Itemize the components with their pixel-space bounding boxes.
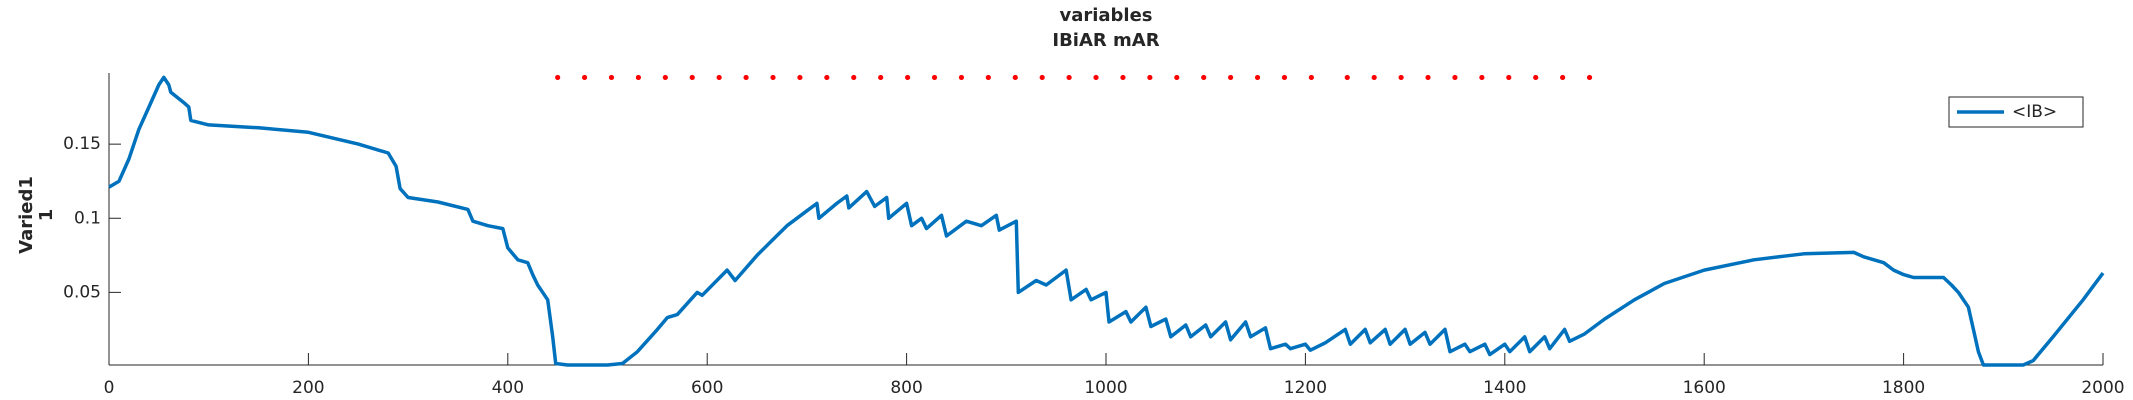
legend-label: <IB>	[2012, 102, 2057, 122]
x-tick-label: 1600	[1683, 378, 1726, 398]
marker	[1506, 74, 1512, 81]
marker	[770, 74, 776, 81]
y-tick-label: 0.05	[63, 282, 101, 302]
marker	[1254, 74, 1261, 81]
marker	[743, 74, 749, 81]
chart-title: IBiAR mAR	[1052, 30, 1159, 51]
x-tick-label: 1800	[1882, 378, 1925, 398]
marker	[1371, 74, 1377, 81]
x-tick-label: 800	[890, 378, 922, 398]
marker	[985, 74, 991, 81]
marker	[1012, 74, 1018, 81]
marker	[662, 74, 668, 81]
marker	[904, 74, 911, 81]
y-tick-label: 0.15	[63, 134, 101, 154]
marker	[1066, 74, 1072, 81]
marker	[1533, 74, 1539, 81]
marker	[1308, 74, 1314, 81]
marker	[1479, 74, 1485, 81]
marker	[1452, 74, 1458, 81]
marker	[1398, 74, 1404, 81]
marker	[958, 74, 965, 81]
x-tick-label: 400	[492, 378, 524, 398]
marker	[689, 74, 695, 81]
marker	[1344, 74, 1350, 81]
x-tick-label: 2000	[2081, 378, 2124, 398]
x-tick-label: 600	[691, 378, 723, 398]
marker	[931, 74, 938, 81]
marker	[635, 74, 642, 81]
marker	[1281, 74, 1288, 81]
x-tick-label: 1200	[1284, 378, 1327, 398]
x-tick-label: 1000	[1084, 378, 1127, 398]
y-axis-label-line: Varied1	[16, 176, 37, 254]
marker	[797, 74, 803, 81]
marker	[1120, 74, 1126, 81]
marker	[878, 74, 884, 81]
chart-title: variables	[1059, 5, 1152, 26]
marker	[555, 74, 561, 81]
line	[108, 75, 2105, 367]
marker	[824, 74, 830, 81]
marker	[1174, 74, 1180, 81]
marker	[716, 74, 722, 81]
marker	[1093, 74, 1099, 81]
marker	[1039, 74, 1045, 81]
marker	[581, 74, 588, 81]
marker	[1586, 74, 1593, 81]
y-axis-label-line: 1	[36, 209, 57, 222]
marker	[1201, 74, 1207, 81]
y-axis-label: Varied1 1	[16, 176, 57, 254]
marker	[1560, 74, 1566, 81]
marker	[608, 74, 615, 81]
marker	[1147, 74, 1153, 81]
marker	[1228, 74, 1234, 81]
y-tick-label: 0.1	[74, 208, 101, 228]
x-tick-label: 1400	[1483, 378, 1526, 398]
x-tick-label: 200	[292, 378, 324, 398]
marker	[1425, 74, 1431, 81]
x-tick-label: 0	[104, 378, 115, 398]
marker	[851, 74, 857, 81]
